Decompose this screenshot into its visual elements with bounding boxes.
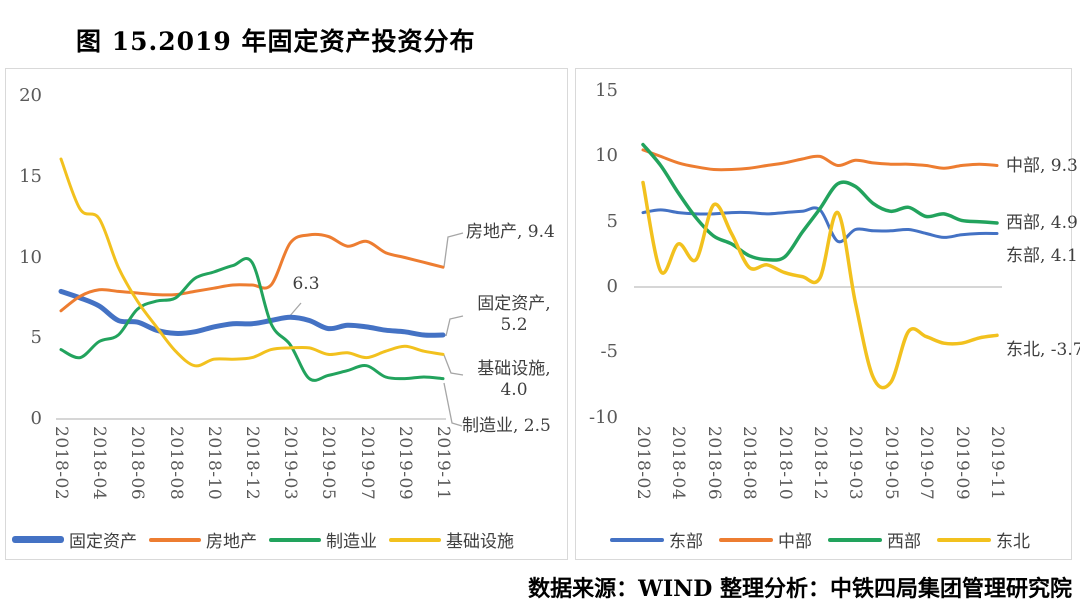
series-line-东北 [641, 180, 999, 390]
legend-item: 基础设施 [389, 527, 514, 552]
legend-item: 东北 [937, 527, 1030, 552]
legend-item: 中部 [719, 527, 812, 552]
legend-line-swatch [719, 537, 773, 542]
legend-line-swatch [937, 537, 991, 542]
chart-legend: 东部 中部 西部 东北 [576, 527, 1071, 552]
legend-line-swatch [389, 537, 441, 542]
x-axis-tick-label: 2019-07 [356, 426, 377, 501]
x-axis-tick-label: 2018-06 [703, 426, 724, 501]
right-chart-plot-svg [634, 142, 1002, 390]
series-data-label: 房地产, 9.4 [466, 222, 555, 242]
annotation-leader-line [445, 315, 464, 337]
x-axis-tick-label: 2018-08 [739, 426, 760, 501]
legend-line-swatch [149, 537, 201, 542]
annotation-leader-line [443, 382, 463, 427]
y-axis-tick-label: -5 [600, 341, 618, 363]
x-axis-tick-label: 2018-02 [51, 426, 71, 501]
legend-line-swatch [269, 537, 321, 542]
y-axis-tick-label: 5 [30, 327, 42, 349]
legend-label: 东北 [996, 532, 1030, 552]
left-chart-panel: 0 5 10 15 20 2018-02 2018-04 2018-06 2018-08 2018… [5, 68, 568, 560]
legend-item: 东部 [610, 527, 703, 552]
x-axis-tick-label: 2019-09 [394, 426, 415, 501]
legend-item: 西部 [828, 527, 921, 552]
x-axis-tick-label: 2019-11 [987, 426, 1007, 501]
annotation-leader-line [443, 354, 464, 376]
series-line-中部 [641, 148, 999, 172]
x-axis-tick-label: 2018-06 [127, 426, 148, 501]
x-axis-tick-label: 2019-03 [845, 426, 866, 501]
series-data-label: 制造业, 2.5 [462, 416, 551, 436]
series-data-label: 中部, 9.3 [1006, 156, 1078, 176]
series-line-西部 [641, 142, 999, 262]
x-axis-tick-label: 2018-10 [203, 426, 224, 501]
legend-line-swatch [12, 536, 64, 543]
legend-label: 东部 [669, 532, 703, 552]
legend-item: 固定资产 [12, 527, 137, 552]
series-data-label: 固定资产, 5.2 [477, 294, 551, 335]
x-axis-tick-label: 2018-04 [668, 426, 689, 501]
x-axis-tick-label: 2019-05 [880, 426, 901, 501]
legend-label: 基础设施 [446, 532, 514, 552]
x-axis-tick-label: 2018-12 [242, 426, 262, 501]
x-axis-tick-label: 2019-05 [318, 426, 339, 501]
y-axis-tick-label: 15 [595, 80, 618, 102]
x-axis-tick-label: 2018-04 [89, 426, 110, 501]
x-axis-tick-label: 2018-10 [774, 426, 795, 501]
legend-label: 房地产 [206, 532, 257, 552]
annotation-leader-line [288, 302, 302, 318]
legend-item: 制造业 [269, 527, 377, 552]
source-footer: 数据来源：WIND 整理分析：中铁四局集团管理研究院 [528, 576, 1072, 602]
legend-item: 房地产 [149, 527, 257, 552]
y-axis-tick-label: 0 [606, 276, 618, 297]
annotation-leader-line [443, 232, 464, 268]
series-data-label: 6.3 [292, 274, 320, 294]
series-data-label: 基础设施, 4.0 [477, 359, 551, 400]
legend-label: 中部 [778, 532, 812, 552]
y-axis-tick-label: 5 [606, 210, 618, 232]
legend-label: 西部 [887, 532, 921, 552]
x-axis-tick-label: 2019-11 [433, 426, 453, 501]
series-line-制造业 [59, 257, 445, 382]
x-axis-tick-label: 2018-08 [165, 426, 186, 501]
left-chart-plot-svg [56, 157, 464, 427]
series-line-基础设施 [59, 157, 445, 368]
series-data-label: 东部, 4.1 [1006, 246, 1078, 266]
y-axis-tick-label: 10 [19, 246, 42, 268]
right-chart-panel: -10 -5 0 5 10 15 2018-02 2018-04 2018-06 2018-08 2… [575, 68, 1080, 560]
x-axis-tick-label: 2019-09 [951, 426, 972, 501]
y-axis-tick-label: 0 [30, 408, 42, 429]
legend-line-swatch [828, 537, 882, 542]
series-data-label: 西部, 4.9 [1006, 213, 1078, 233]
legend-label: 制造业 [326, 532, 377, 552]
y-axis-tick-label: 20 [19, 85, 42, 106]
legend-line-swatch [610, 537, 664, 542]
x-axis-tick-label: 2019-07 [916, 426, 937, 501]
y-axis-tick-label: 10 [595, 145, 618, 167]
y-axis-tick-label: 15 [19, 165, 42, 187]
series-line-房地产 [59, 232, 445, 313]
x-axis-tick-label: 2019-03 [280, 426, 301, 501]
x-axis-tick-label: 2018-12 [810, 426, 830, 501]
series-data-label: 东北, -3.7 [1006, 340, 1080, 360]
chart-legend: 固定资产 房地产 制造业 基础设施 [6, 527, 567, 552]
page-title: 图 15.2019 年固定资产投资分布 [76, 27, 476, 56]
series-line-固定资产 [58, 288, 446, 338]
y-axis-tick-label: -10 [589, 406, 618, 428]
x-axis-tick-label: 2018-02 [633, 426, 653, 501]
legend-label: 固定资产 [69, 532, 137, 552]
